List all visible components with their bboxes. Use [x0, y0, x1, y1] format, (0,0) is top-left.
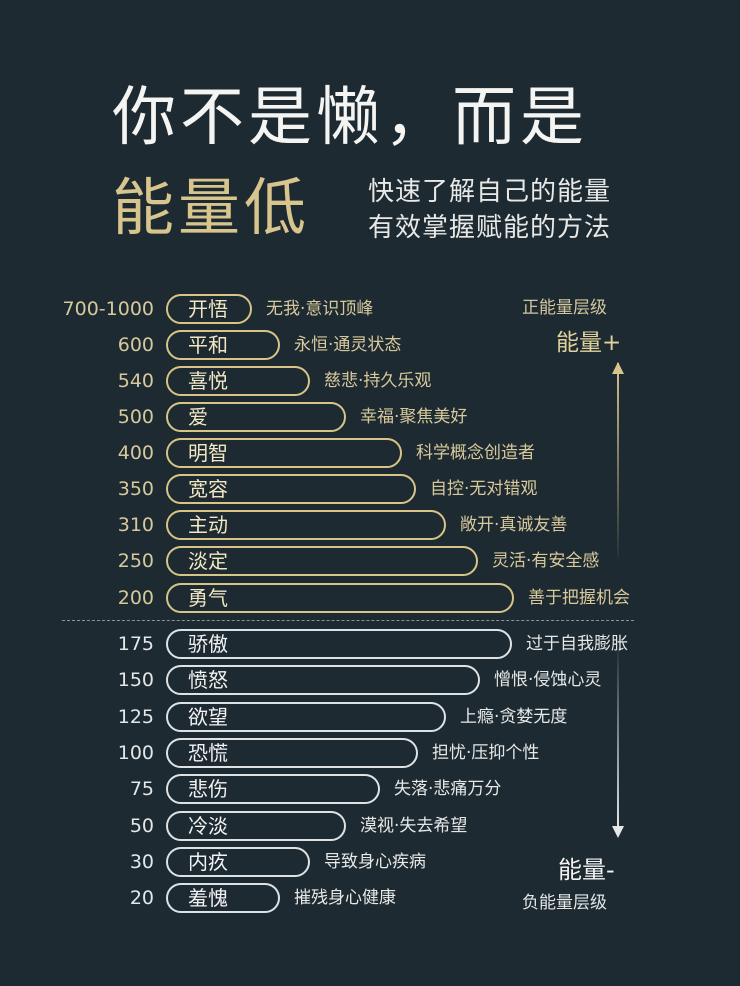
level-value: 30 [129, 851, 154, 873]
level-description: 自控·无对错观 [430, 479, 538, 499]
level-description: 慈悲·持久乐观 [324, 371, 432, 391]
level-value: 20 [129, 887, 154, 909]
level-pill: 喜悦 [166, 366, 310, 396]
level-name: 悲伤 [188, 777, 228, 801]
level-value: 350 [117, 478, 154, 500]
level-description: 无我·意识顶峰 [266, 299, 374, 319]
level-name: 开悟 [188, 297, 228, 321]
positive-negative-divider [62, 620, 634, 621]
energy-level-row: 150 愤怒 憎恨·侵蚀心灵 [0, 665, 740, 695]
subtitle: 快速了解自己的能量 有效掌握赋能的方法 [368, 174, 611, 246]
level-value: 600 [117, 334, 154, 356]
level-value: 540 [117, 370, 154, 392]
level-description: 灵活·有安全感 [492, 551, 600, 571]
level-description: 导致身心疾病 [324, 852, 426, 872]
level-name: 主动 [188, 513, 228, 537]
energy-level-row: 20 羞愧 摧残身心健康 [0, 883, 740, 913]
energy-level-row: 100 恐慌 担忧·压抑个性 [0, 738, 740, 768]
level-name: 宽容 [188, 477, 228, 501]
level-pill: 平和 [166, 330, 280, 360]
level-description: 摧残身心健康 [294, 888, 396, 908]
energy-level-row: 50 冷淡 漠视·失去希望 [0, 811, 740, 841]
energy-level-row: 200 勇气 善于把握机会 [0, 583, 740, 613]
arrow-down-icon [612, 826, 624, 838]
level-name: 喜悦 [188, 369, 228, 393]
energy-level-row: 175 骄傲 过于自我膨胀 [0, 629, 740, 659]
level-name: 羞愧 [188, 886, 228, 910]
level-name: 恐慌 [188, 741, 228, 765]
level-description: 担忧·压抑个性 [432, 743, 540, 763]
arrow-up-shaft [617, 363, 619, 558]
energy-level-row: 540 喜悦 慈悲·持久乐观 [0, 366, 740, 396]
level-pill: 勇气 [166, 583, 514, 613]
level-description: 科学概念创造者 [416, 443, 535, 463]
energy-level-row: 75 悲伤 失落·悲痛万分 [0, 774, 740, 804]
level-description: 幸福·聚焦美好 [360, 407, 468, 427]
level-value: 250 [117, 550, 154, 572]
level-description: 敞开·真诚友善 [460, 515, 568, 535]
level-name: 淡定 [188, 549, 228, 573]
level-pill: 开悟 [166, 294, 252, 324]
level-pill: 羞愧 [166, 883, 280, 913]
level-pill: 欲望 [166, 702, 446, 732]
energy-level-row: 250 淡定 灵活·有安全感 [0, 546, 740, 576]
level-description: 永恒·通灵状态 [294, 335, 402, 355]
energy-level-row: 400 明智 科学概念创造者 [0, 438, 740, 468]
energy-level-row: 30 内疚 导致身心疾病 [0, 847, 740, 877]
level-name: 冷淡 [188, 814, 228, 838]
level-name: 平和 [188, 333, 228, 357]
level-description: 失落·悲痛万分 [394, 779, 502, 799]
level-description: 善于把握机会 [528, 588, 630, 608]
positive-level-label: 正能量层级 [522, 298, 607, 318]
level-pill: 愤怒 [166, 665, 480, 695]
negative-level-label: 负能量层级 [522, 893, 607, 913]
level-value: 500 [117, 406, 154, 428]
subtitle-line-2: 有效掌握赋能的方法 [368, 213, 612, 243]
energy-level-row: 600 平和 永恒·通灵状态 [0, 330, 740, 360]
level-description: 憎恨·侵蚀心灵 [494, 670, 602, 690]
level-value: 175 [117, 633, 154, 655]
energy-level-row: 310 主动 敞开·真诚友善 [0, 510, 740, 540]
level-pill: 内疚 [166, 847, 310, 877]
level-pill: 主动 [166, 510, 446, 540]
level-value: 75 [129, 778, 154, 800]
level-pill: 宽容 [166, 474, 416, 504]
level-pill: 骄傲 [166, 629, 512, 659]
level-value: 400 [117, 442, 154, 464]
level-name: 勇气 [188, 586, 228, 610]
energy-level-row: 350 宽容 自控·无对错观 [0, 474, 740, 504]
subtitle-line-1: 快速了解自己的能量 [368, 177, 612, 207]
level-description: 上瘾·贪婪无度 [460, 707, 568, 727]
energy-minus-label: 能量- [558, 856, 615, 884]
arrow-down-shaft [617, 650, 619, 830]
level-value: 700-1000 [62, 298, 154, 320]
level-value: 310 [117, 514, 154, 536]
main-title: 你不是懒，而是 [112, 81, 588, 155]
level-description: 漠视·失去希望 [360, 816, 468, 836]
level-name: 愤怒 [188, 668, 228, 692]
main-title-highlight: 能量低 [112, 171, 311, 244]
energy-level-row: 500 爱 幸福·聚焦美好 [0, 402, 740, 432]
level-name: 内疚 [188, 850, 228, 874]
level-name: 骄傲 [188, 632, 228, 656]
level-value: 200 [117, 587, 154, 609]
level-pill: 爱 [166, 402, 346, 432]
energy-plus-label: 能量+ [556, 330, 622, 356]
level-value: 125 [117, 706, 154, 728]
level-description: 过于自我膨胀 [526, 634, 628, 654]
level-pill: 冷淡 [166, 811, 346, 841]
level-value: 100 [117, 742, 154, 764]
level-name: 欲望 [188, 705, 228, 729]
energy-level-row: 700-1000 开悟 无我·意识顶峰 [0, 294, 740, 324]
level-value: 50 [129, 815, 154, 837]
level-name: 爱 [188, 405, 208, 429]
level-pill: 悲伤 [166, 774, 380, 804]
level-pill: 恐慌 [166, 738, 418, 768]
level-pill: 淡定 [166, 546, 478, 576]
energy-level-row: 125 欲望 上瘾·贪婪无度 [0, 702, 740, 732]
level-pill: 明智 [166, 438, 402, 468]
level-name: 明智 [188, 441, 228, 465]
level-value: 150 [117, 669, 154, 691]
